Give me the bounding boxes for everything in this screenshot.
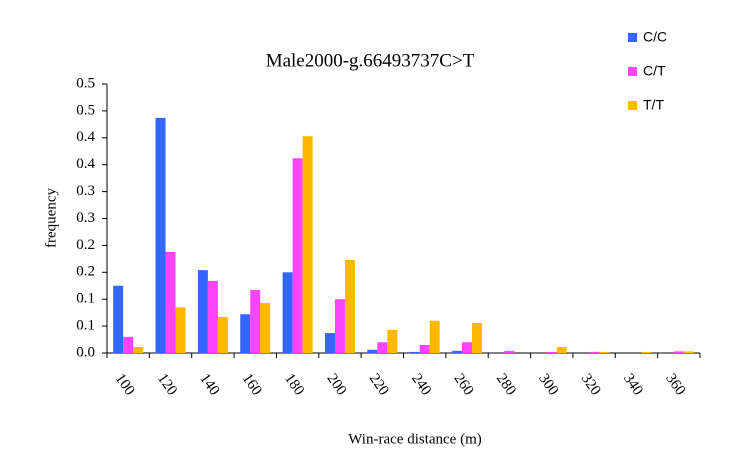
bar xyxy=(472,322,483,353)
y-tick-label: 0.2 xyxy=(76,264,95,280)
legend-label: C/T xyxy=(643,63,666,79)
bar xyxy=(377,342,388,353)
x-tick-label: 260 xyxy=(450,371,476,399)
bar xyxy=(133,347,144,353)
bar xyxy=(387,329,398,353)
y-tick-label: 0.3 xyxy=(76,210,95,226)
x-tick-label: 360 xyxy=(662,371,688,399)
y-tick-label: 0.5 xyxy=(76,75,95,91)
y-tick-label: 0.1 xyxy=(76,291,95,307)
bar xyxy=(240,314,251,353)
bar xyxy=(302,136,313,353)
bar xyxy=(452,350,463,353)
bar xyxy=(207,280,218,353)
bar xyxy=(683,351,694,353)
bar xyxy=(334,299,345,353)
bar xyxy=(250,290,261,353)
x-tick-label: 340 xyxy=(620,371,646,399)
bar xyxy=(504,350,515,353)
y-tick-label: 0.2 xyxy=(76,237,95,253)
y-tick-label: 0.1 xyxy=(76,318,95,334)
legend-label: T/T xyxy=(643,97,664,113)
bar xyxy=(367,349,378,353)
legend-swatch xyxy=(628,33,637,42)
bar xyxy=(599,351,610,353)
x-tick-label: 240 xyxy=(408,371,434,399)
bar xyxy=(197,270,208,353)
y-tick-label: 0.0 xyxy=(76,344,95,360)
bar xyxy=(419,344,430,353)
legend-swatch xyxy=(628,101,637,110)
x-tick-label: 160 xyxy=(239,371,265,399)
y-tick-label: 0.4 xyxy=(76,129,95,145)
bar xyxy=(324,333,335,353)
bar xyxy=(260,302,271,353)
y-tick-label: 0.3 xyxy=(76,183,95,199)
bar xyxy=(217,316,228,353)
x-tick-label: 220 xyxy=(366,371,392,399)
bar xyxy=(462,342,473,353)
x-tick-label: 120 xyxy=(154,371,180,399)
chart-title: Male2000-g.66493737C>T xyxy=(266,50,475,71)
bar xyxy=(409,351,420,353)
x-tick-label: 320 xyxy=(578,371,604,399)
legend-swatch xyxy=(628,67,637,76)
x-tick-label: 300 xyxy=(535,371,561,399)
y-tick-label: 0.5 xyxy=(76,102,95,118)
x-tick-label: 140 xyxy=(196,371,222,399)
bar xyxy=(113,285,124,353)
x-axis-label: Win-race distance (m) xyxy=(348,431,482,447)
bar xyxy=(123,336,134,353)
x-tick-label: 200 xyxy=(323,371,349,399)
bar xyxy=(175,307,186,353)
bar xyxy=(292,158,303,353)
x-tick-label: 280 xyxy=(493,371,519,399)
bar xyxy=(673,351,684,353)
x-tick-label: 100 xyxy=(112,371,138,399)
bar xyxy=(589,351,600,353)
bar xyxy=(546,351,557,353)
bar xyxy=(556,347,567,353)
bar xyxy=(155,117,166,353)
legend-label: C/C xyxy=(643,29,667,45)
bar xyxy=(641,351,652,353)
bar xyxy=(429,320,440,353)
bar xyxy=(165,251,176,353)
bar xyxy=(344,259,355,353)
y-tick-label: 0.4 xyxy=(76,156,95,172)
y-axis-label: frequency xyxy=(43,188,59,248)
x-tick-label: 180 xyxy=(281,371,307,399)
bar xyxy=(282,272,293,353)
